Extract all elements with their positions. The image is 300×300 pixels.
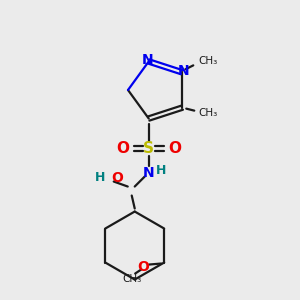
Text: S: S [143,141,154,156]
Text: H: H [95,171,106,184]
Text: N: N [178,64,189,78]
Text: O: O [112,170,124,184]
Text: CH₃: CH₃ [198,56,218,66]
Text: O: O [168,141,181,156]
Text: N: N [142,53,154,68]
Text: O: O [116,141,129,156]
Text: CH₃: CH₃ [198,108,218,118]
Text: H: H [155,164,166,177]
Text: CH₃: CH₃ [122,274,142,284]
Text: N: N [143,166,154,179]
Text: O: O [137,260,149,274]
